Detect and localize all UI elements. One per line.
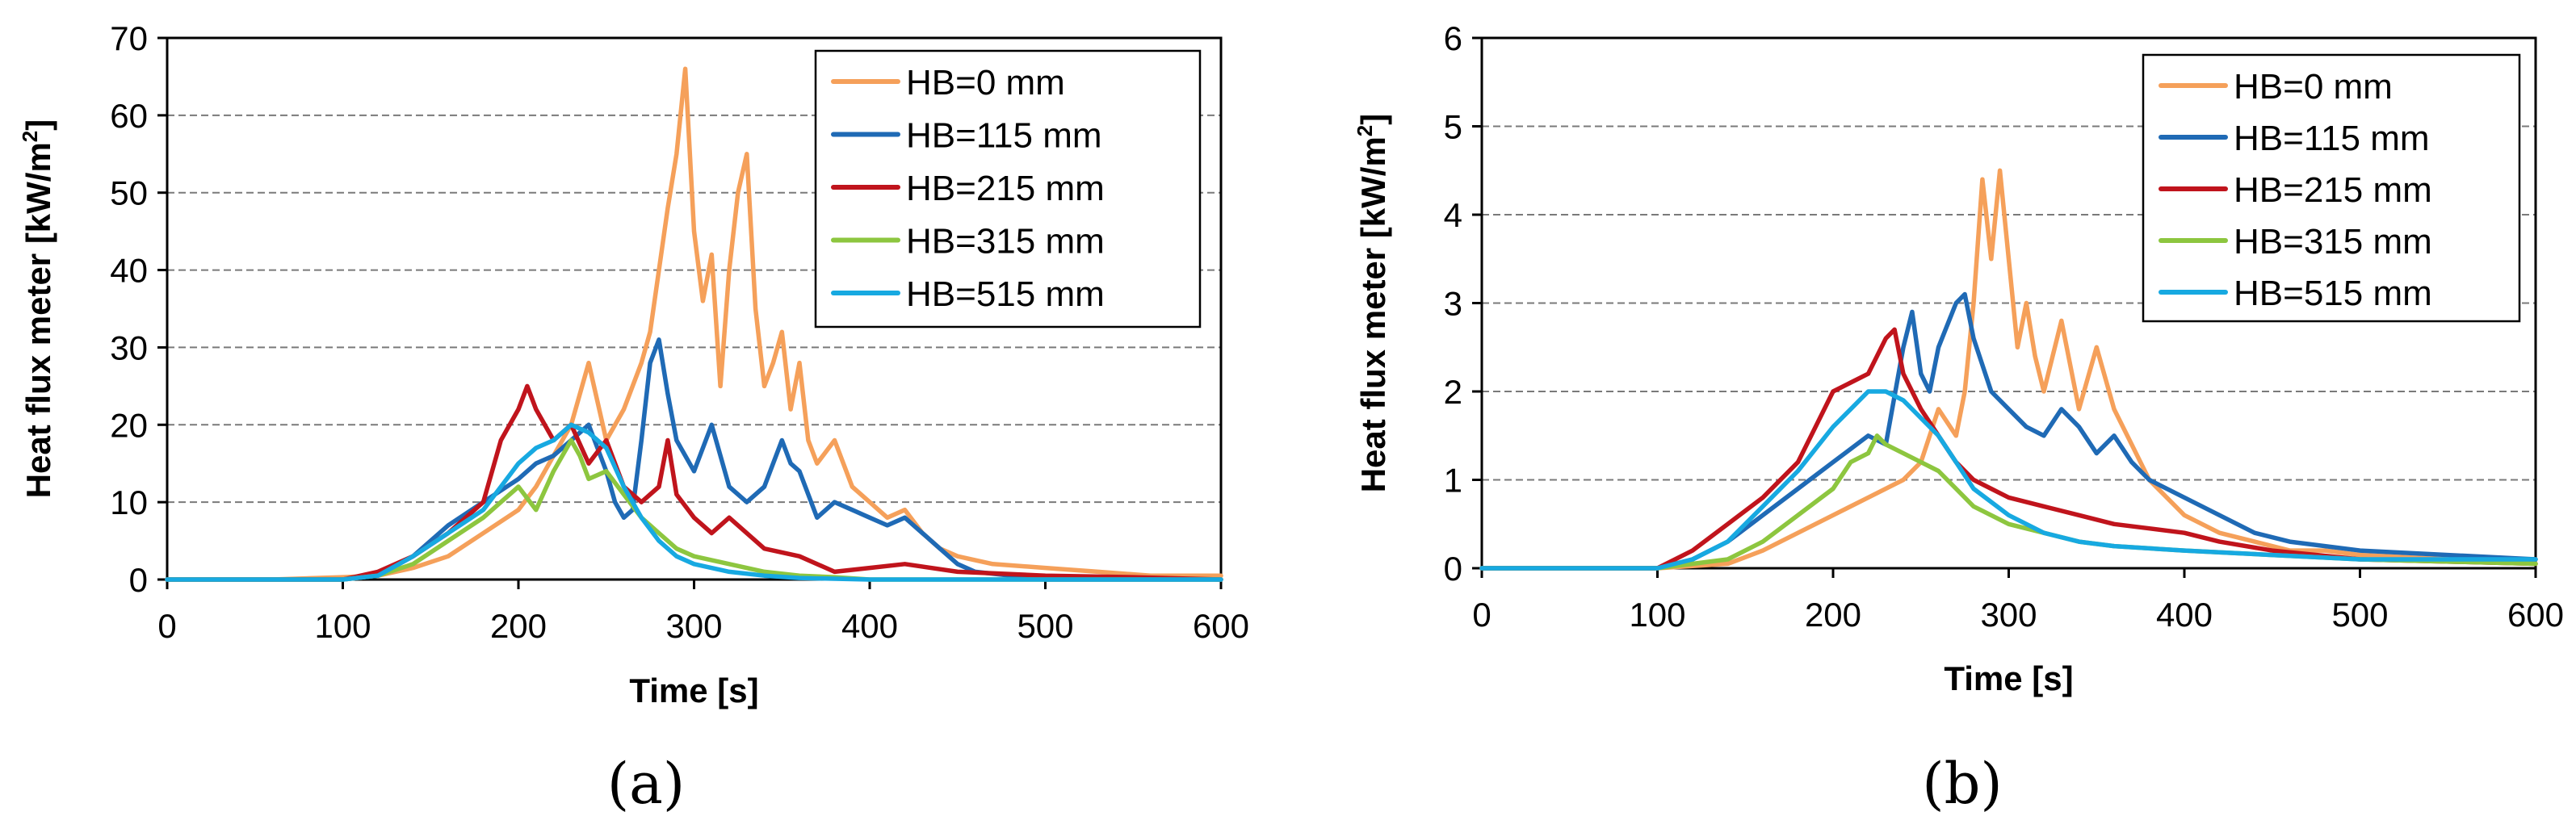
legend-label: HB=0 mm	[906, 63, 1065, 103]
x-tick-label: 300	[1980, 596, 2037, 634]
y-tick-label: 30	[110, 329, 148, 366]
panel-label: (a)	[607, 751, 685, 817]
legend: HB=0 mm HB=115 mm HB=215 mm HB=315 mm HB=515…	[814, 49, 1202, 329]
y-tick-label: 10	[110, 483, 148, 521]
series-line-hb-215-mm	[1479, 327, 2538, 571]
series-line-hb-215-mm	[165, 383, 1223, 582]
legend-label: HB=515 mm	[906, 274, 1105, 314]
x-tick-label: 400	[841, 607, 898, 645]
legend-label: HB=315 mm	[906, 222, 1105, 262]
series-line-hb-0-mm	[1479, 168, 2538, 571]
series-line-hb-515-mm	[165, 422, 1223, 582]
y-tick-label: 0	[129, 561, 148, 599]
x-axis-title: Time [s]	[629, 672, 758, 709]
series-line-hb-515-mm	[1479, 389, 2538, 571]
x-tick-label: 600	[1193, 607, 1249, 645]
x-tick-label: 100	[314, 607, 371, 645]
x-tick-label: 500	[2331, 596, 2388, 634]
panel-a-chart: 0 10 20 30 40 50 60 70 0 100 200 300 400 500 600 Time […	[18, 19, 1249, 817]
legend-label: HB=315 mm	[2234, 222, 2432, 262]
y-tick-label: 4	[1444, 196, 1462, 234]
x-tick-label: 100	[1629, 596, 1685, 634]
y-tick-label: 1	[1444, 462, 1462, 500]
y-axis-title: Heat flux meter [kW/m2]	[18, 119, 57, 499]
panel-b-chart: 0 1 2 3 4 5 6 0 100 200 300 400 500 600 Time [s] Heat f…	[1353, 19, 2564, 817]
x-tick-label: 200	[490, 607, 547, 645]
x-tick-label: 0	[1472, 596, 1491, 634]
x-tick-label: 500	[1017, 607, 1073, 645]
y-tick-label: 60	[110, 97, 148, 135]
legend-label: HB=215 mm	[906, 169, 1105, 208]
y-tick-label: 20	[110, 406, 148, 444]
legend-label: HB=0 mm	[2234, 67, 2393, 107]
legend: HB=0 mm HB=115 mm HB=215 mm HB=315 mm HB=515…	[2142, 53, 2521, 323]
y-axis-title: Heat flux meter [kW/m2]	[1353, 114, 1392, 493]
legend-label: HB=515 mm	[2234, 274, 2432, 313]
series-line-hb-315-mm	[165, 437, 1223, 582]
legend-label: HB=115 mm	[906, 116, 1102, 156]
y-tick-label: 2	[1444, 373, 1462, 411]
series-line-hb-115-mm	[165, 337, 1223, 582]
series-line-hb-0-mm	[165, 66, 1223, 582]
y-tick-label: 70	[110, 19, 148, 57]
x-tick-label: 200	[1805, 596, 1861, 634]
y-tick-label: 0	[1444, 550, 1462, 588]
y-tick-label: 5	[1444, 108, 1462, 146]
y-tick-label: 40	[110, 252, 148, 290]
y-tick-label: 50	[110, 174, 148, 212]
y-tick-label: 3	[1444, 285, 1462, 323]
legend-label: HB=215 mm	[2234, 170, 2432, 210]
x-tick-label: 400	[2156, 596, 2213, 634]
x-tick-label: 0	[157, 607, 176, 645]
series-line-hb-115-mm	[1479, 291, 2538, 571]
legend-label: HB=115 mm	[2234, 119, 2430, 158]
panel-label: (b)	[1922, 751, 2002, 817]
y-tick-label: 6	[1444, 19, 1462, 57]
series-line-hb-315-mm	[1479, 433, 2538, 571]
x-tick-label: 300	[665, 607, 722, 645]
x-tick-label: 600	[2507, 596, 2564, 634]
x-axis-title: Time [s]	[1944, 659, 2073, 697]
